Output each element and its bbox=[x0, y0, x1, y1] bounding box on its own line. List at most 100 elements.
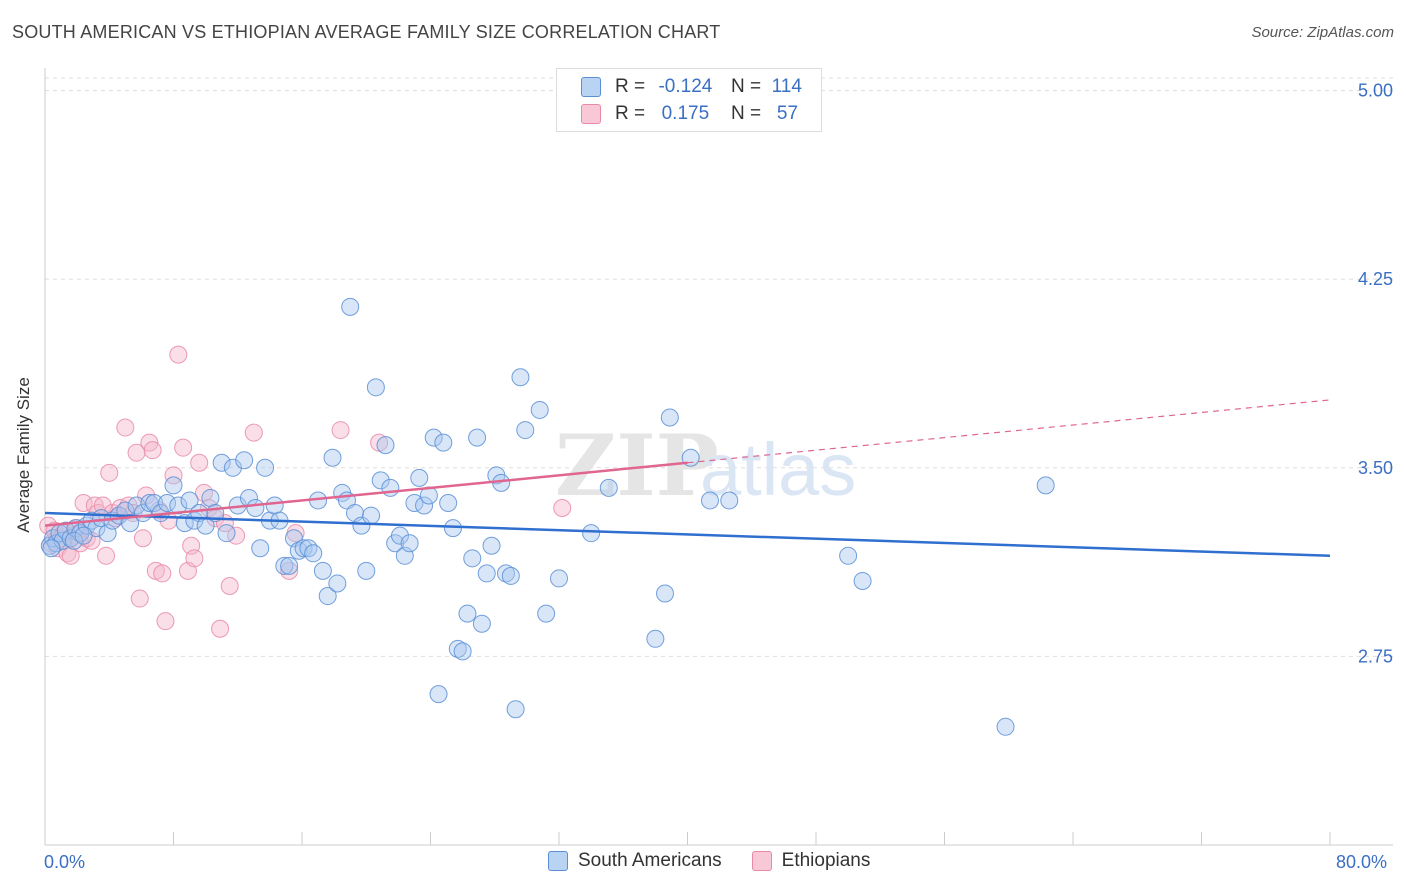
scatter-point bbox=[352, 516, 371, 535]
scatter-point bbox=[275, 556, 294, 575]
scatter-point bbox=[313, 561, 332, 580]
series-legend: South Americans Ethiopians bbox=[548, 850, 900, 872]
scatter-point bbox=[424, 428, 443, 447]
scatter-point bbox=[371, 471, 390, 490]
ethiopians-trend-extension bbox=[687, 399, 1331, 464]
scatter-point bbox=[410, 468, 429, 487]
legend-label: Ethiopians bbox=[781, 850, 871, 871]
scatter-point bbox=[211, 619, 230, 638]
scatter-point bbox=[646, 629, 665, 648]
scatter-point bbox=[74, 526, 93, 545]
scatter-point bbox=[656, 584, 675, 603]
scatter-point bbox=[153, 564, 172, 583]
scatter-point bbox=[477, 564, 496, 583]
scatter-point bbox=[599, 478, 618, 497]
scatter-point bbox=[439, 493, 458, 512]
legend-swatch-blue bbox=[548, 851, 568, 871]
scatter-point bbox=[453, 642, 472, 661]
scatter-point bbox=[127, 443, 146, 462]
legend-label: South Americans bbox=[578, 850, 722, 871]
scatter-point bbox=[265, 496, 284, 515]
scatter-point bbox=[304, 544, 323, 563]
legend-swatch-pink bbox=[751, 851, 772, 871]
scatter-point bbox=[180, 491, 199, 510]
south-americans-trend-line bbox=[44, 511, 1331, 558]
y-tick-label: 2.75 bbox=[1358, 646, 1393, 666]
x-tick-label-max: 80.0% bbox=[1336, 852, 1388, 872]
scatter-point bbox=[506, 700, 525, 719]
scatter-point bbox=[169, 496, 188, 515]
scatter-point bbox=[169, 345, 188, 364]
scatter-point bbox=[429, 685, 448, 704]
scatter-point bbox=[400, 534, 419, 553]
scatter-point bbox=[116, 418, 135, 437]
scatter-point bbox=[158, 493, 177, 512]
source-label: Source: ZipAtlas.com bbox=[1251, 24, 1394, 41]
scatter-point bbox=[256, 458, 275, 477]
legend-n-value: 114 bbox=[771, 76, 802, 97]
y-tick-label: 4.25 bbox=[1358, 269, 1393, 289]
y-tick-labels: 2.75 3.50 4.25 5.00 bbox=[1358, 81, 1393, 667]
grid-lines bbox=[45, 77, 1393, 657]
scatter-point bbox=[448, 639, 467, 658]
legend-n-value: 57 bbox=[776, 103, 799, 124]
scatter-point bbox=[328, 574, 347, 593]
scatter-point bbox=[550, 569, 568, 588]
scatter-point bbox=[468, 428, 487, 447]
scatter-point bbox=[201, 488, 220, 507]
scatter-point bbox=[381, 478, 400, 497]
scatter-point bbox=[511, 368, 530, 387]
scatter-point bbox=[582, 524, 601, 543]
ethiopians-points bbox=[39, 345, 572, 638]
scatter-point bbox=[97, 546, 116, 565]
scatter-point bbox=[246, 499, 265, 518]
scatter-point bbox=[463, 549, 482, 568]
scatter-point bbox=[537, 604, 556, 623]
scatter-point bbox=[299, 539, 318, 558]
legend-n-label: N = bbox=[730, 103, 762, 124]
scatter-point bbox=[839, 546, 858, 565]
scatter-point bbox=[472, 614, 491, 633]
correlation-legend: R = -0.124 N = 114 R = 0.175 N = 57 bbox=[556, 68, 822, 132]
scatter-point bbox=[145, 493, 164, 512]
scatter-point bbox=[130, 589, 149, 608]
scatter-point bbox=[280, 556, 299, 575]
scatter-point bbox=[164, 466, 183, 485]
scatter-point bbox=[235, 451, 254, 470]
scatter-point bbox=[212, 453, 231, 472]
scatter-point bbox=[660, 408, 679, 427]
scatter-point bbox=[42, 539, 61, 558]
scatter-point bbox=[100, 463, 119, 482]
scatter-point bbox=[143, 441, 162, 460]
scatter-point bbox=[496, 564, 515, 583]
axes bbox=[44, 68, 1393, 846]
scatter-point bbox=[164, 476, 183, 495]
legend-item-ethiopians[interactable]: Ethiopians bbox=[751, 850, 871, 872]
scatter-point bbox=[553, 499, 572, 518]
scatter-point bbox=[362, 506, 381, 525]
scatter-point bbox=[220, 576, 239, 595]
y-tick-label: 3.50 bbox=[1358, 458, 1393, 478]
scatter-point bbox=[133, 529, 152, 548]
scatter-point bbox=[71, 524, 90, 543]
scatter-point bbox=[1036, 476, 1055, 495]
scatter-point bbox=[294, 539, 313, 558]
scatter-point bbox=[185, 549, 204, 568]
scatter-point bbox=[530, 400, 549, 419]
scatter-point bbox=[244, 423, 263, 442]
scatter-point bbox=[415, 496, 434, 515]
legend-swatch-blue bbox=[581, 77, 601, 97]
ethiopians-trend-line bbox=[44, 461, 688, 527]
scatter-point bbox=[251, 539, 270, 558]
scatter-point bbox=[996, 717, 1015, 736]
scatter-point bbox=[323, 448, 342, 467]
legend-r-value: -0.124 bbox=[658, 76, 713, 97]
scatter-point bbox=[190, 453, 209, 472]
y-axis-label: Average Family Size bbox=[14, 377, 33, 533]
legend-r-value: 0.175 bbox=[661, 103, 710, 124]
scatter-point bbox=[853, 571, 872, 590]
scatter-point bbox=[61, 546, 80, 565]
scatter-point bbox=[174, 438, 193, 457]
legend-item-south-americans[interactable]: South Americans bbox=[548, 850, 722, 872]
scatter-point bbox=[501, 566, 520, 585]
